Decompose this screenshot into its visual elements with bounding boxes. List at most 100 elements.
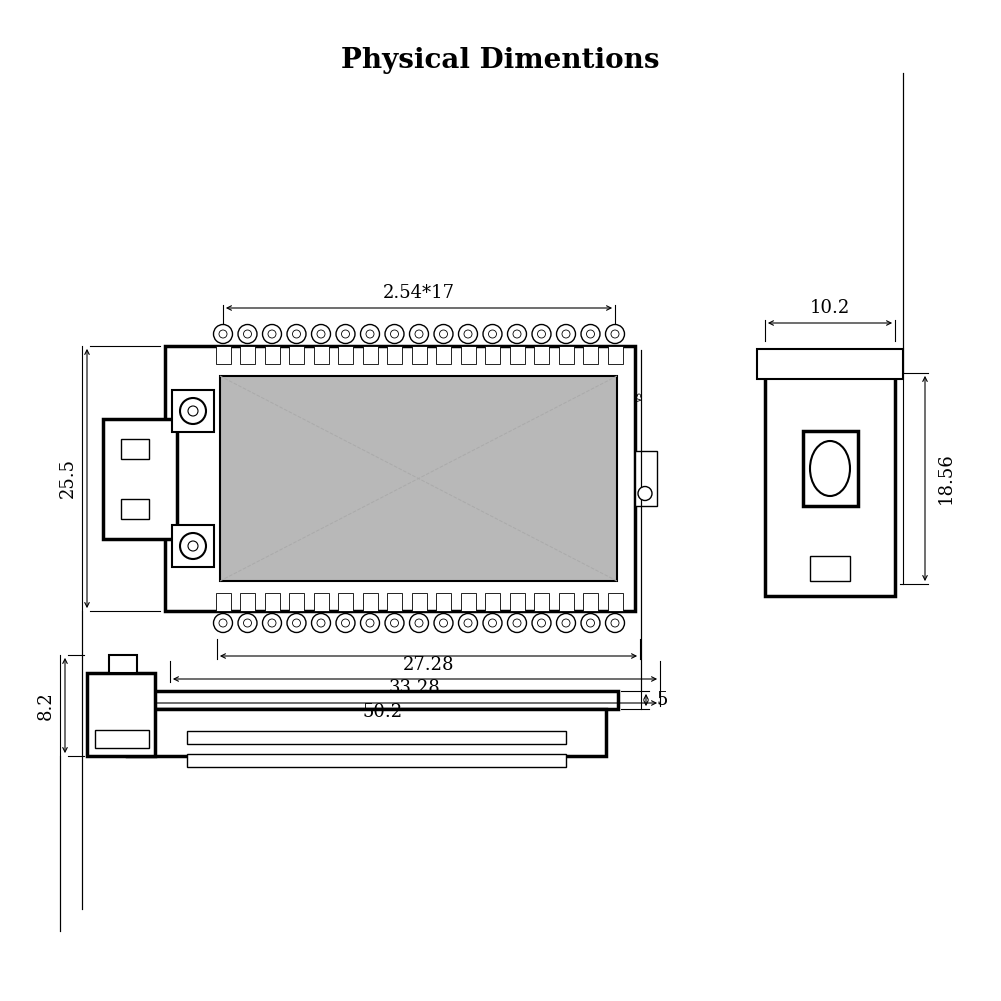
Circle shape (638, 486, 652, 500)
Circle shape (415, 619, 423, 627)
Circle shape (557, 324, 576, 343)
Circle shape (366, 330, 374, 338)
Circle shape (336, 324, 355, 343)
Circle shape (581, 324, 600, 343)
Text: 33.28: 33.28 (389, 679, 440, 697)
Circle shape (292, 330, 300, 338)
Bar (215, 593, 230, 611)
Circle shape (390, 330, 398, 338)
Circle shape (483, 614, 502, 633)
Circle shape (360, 614, 379, 633)
Circle shape (317, 330, 325, 338)
Circle shape (238, 614, 257, 633)
Circle shape (268, 330, 276, 338)
Circle shape (439, 330, 447, 338)
Circle shape (336, 614, 355, 633)
Bar (485, 593, 500, 611)
Bar (559, 346, 574, 364)
Text: 5: 5 (656, 691, 668, 709)
Circle shape (219, 330, 227, 338)
Circle shape (581, 614, 600, 633)
Circle shape (238, 324, 257, 343)
Circle shape (562, 619, 570, 627)
Circle shape (464, 619, 472, 627)
Bar (510, 593, 525, 611)
Circle shape (262, 614, 281, 633)
Bar (313, 346, 328, 364)
Bar (240, 346, 255, 364)
Circle shape (409, 324, 428, 343)
Bar (411, 346, 426, 364)
Circle shape (188, 541, 198, 551)
Circle shape (213, 324, 232, 343)
Ellipse shape (810, 441, 850, 496)
Bar (264, 593, 279, 611)
Circle shape (458, 614, 477, 633)
Bar (215, 346, 230, 364)
Bar (411, 593, 426, 611)
Bar (436, 346, 451, 364)
Text: 2.54*17: 2.54*17 (383, 284, 455, 302)
Bar (635, 451, 657, 506)
Bar (121, 498, 149, 519)
Bar (338, 346, 353, 364)
Circle shape (434, 614, 453, 633)
Circle shape (268, 619, 276, 627)
Circle shape (243, 619, 251, 627)
Bar (460, 593, 475, 611)
Circle shape (213, 614, 232, 633)
Bar (103, 418, 177, 539)
Bar (583, 593, 598, 611)
Circle shape (606, 324, 625, 343)
Bar (765, 361, 895, 596)
Circle shape (180, 533, 206, 559)
Circle shape (317, 619, 325, 627)
Bar (810, 556, 850, 581)
Circle shape (385, 614, 404, 633)
Circle shape (538, 330, 546, 338)
Bar (436, 593, 451, 611)
Circle shape (390, 619, 398, 627)
Text: 27.28: 27.28 (402, 656, 454, 674)
Bar (187, 731, 566, 744)
Circle shape (341, 330, 349, 338)
Bar (757, 349, 903, 379)
Circle shape (508, 614, 527, 633)
Circle shape (311, 324, 330, 343)
Text: 25.5: 25.5 (59, 458, 77, 498)
Bar (289, 346, 304, 364)
Bar (172, 390, 214, 432)
Circle shape (341, 619, 349, 627)
Bar (608, 346, 623, 364)
Bar (510, 346, 525, 364)
Bar (313, 593, 328, 611)
Circle shape (587, 619, 595, 627)
Bar (485, 346, 500, 364)
Bar (121, 438, 149, 458)
Bar (264, 346, 279, 364)
Circle shape (287, 324, 306, 343)
Bar (187, 754, 566, 767)
Circle shape (458, 324, 477, 343)
Bar (172, 525, 214, 567)
Circle shape (557, 614, 576, 633)
Text: V3: V3 (635, 390, 644, 401)
Circle shape (611, 619, 619, 627)
Circle shape (532, 324, 551, 343)
Bar (387, 593, 402, 611)
Text: Physical Dimentions: Physical Dimentions (340, 47, 660, 74)
Bar (608, 593, 623, 611)
Bar (362, 593, 377, 611)
Bar (583, 346, 598, 364)
Circle shape (488, 619, 496, 627)
Text: 50.2: 50.2 (362, 703, 402, 721)
Bar (559, 593, 574, 611)
Circle shape (287, 614, 306, 633)
Bar (289, 593, 304, 611)
Bar (460, 346, 475, 364)
Bar (387, 346, 402, 364)
Circle shape (360, 324, 379, 343)
Circle shape (513, 330, 521, 338)
Bar (338, 593, 353, 611)
Text: 18.56: 18.56 (937, 452, 955, 505)
